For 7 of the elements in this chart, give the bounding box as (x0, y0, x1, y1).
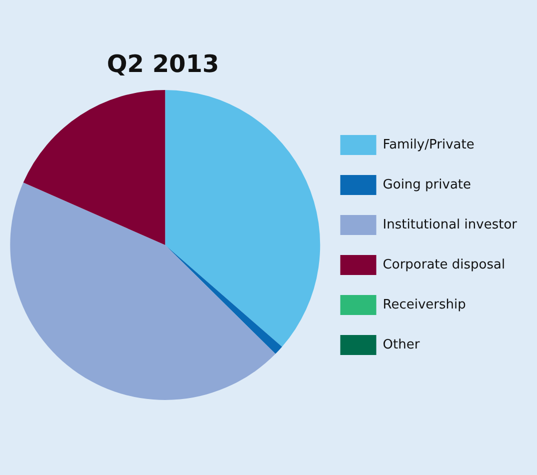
legend-label: Institutional investor (382, 217, 518, 232)
chart-title: Q2 2013 (106, 50, 220, 78)
legend-label: Corporate disposal (382, 257, 506, 272)
legend-label: Going private (382, 177, 472, 192)
legend-label: Family/Private (382, 137, 474, 152)
legend-label: Other (382, 337, 420, 352)
legend-label: Receivership (382, 297, 466, 312)
